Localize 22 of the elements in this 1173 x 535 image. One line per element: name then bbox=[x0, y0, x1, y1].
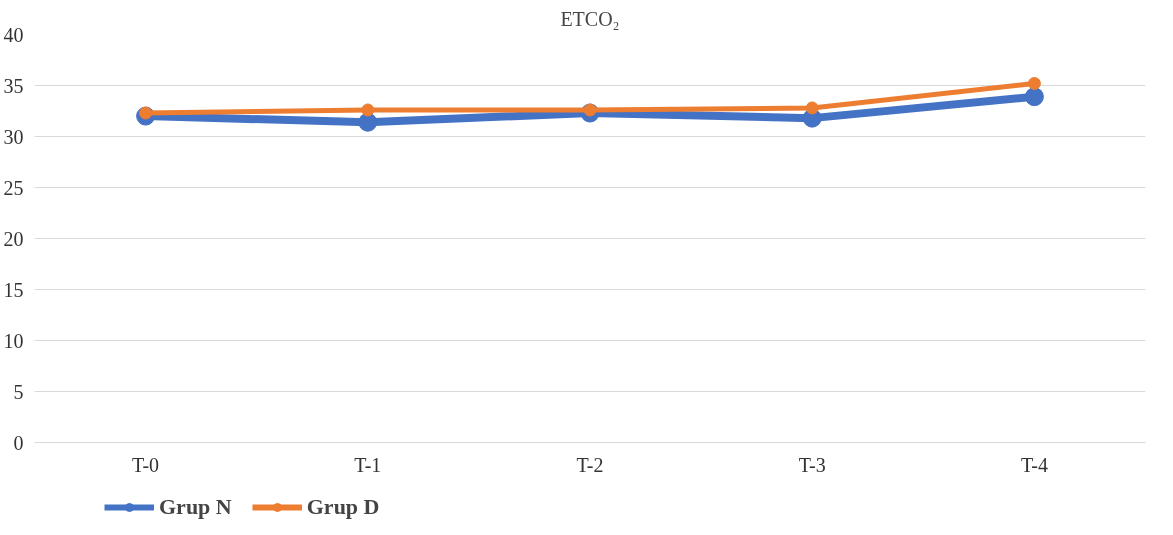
y-tick-label: 10 bbox=[3, 329, 24, 352]
x-tick-label: T-3 bbox=[798, 453, 826, 476]
legend-label: Grup D bbox=[306, 494, 380, 520]
x-tick-label: T-1 bbox=[354, 453, 382, 476]
x-tick-label: T-2 bbox=[576, 453, 604, 476]
point bbox=[361, 103, 375, 117]
y-tick-label: 20 bbox=[3, 227, 24, 250]
point bbox=[1024, 87, 1044, 107]
y-tick-label: 30 bbox=[3, 125, 24, 148]
chart-title: ETCO₂ bbox=[560, 7, 620, 30]
point bbox=[805, 101, 819, 115]
y-tick-label: 0 bbox=[13, 431, 24, 454]
legend-label: Grup N bbox=[159, 494, 232, 520]
point bbox=[358, 112, 378, 132]
x-tick-label: T-0 bbox=[132, 453, 160, 476]
y-tick-label: 5 bbox=[13, 380, 24, 403]
y-tick-label: 35 bbox=[3, 74, 24, 97]
point bbox=[1027, 76, 1041, 90]
x-tick-label: T-4 bbox=[1020, 453, 1048, 476]
y-tick-label: 25 bbox=[3, 176, 24, 199]
y-tick-label: 40 bbox=[3, 23, 24, 46]
y-tick-label: 15 bbox=[3, 278, 24, 301]
